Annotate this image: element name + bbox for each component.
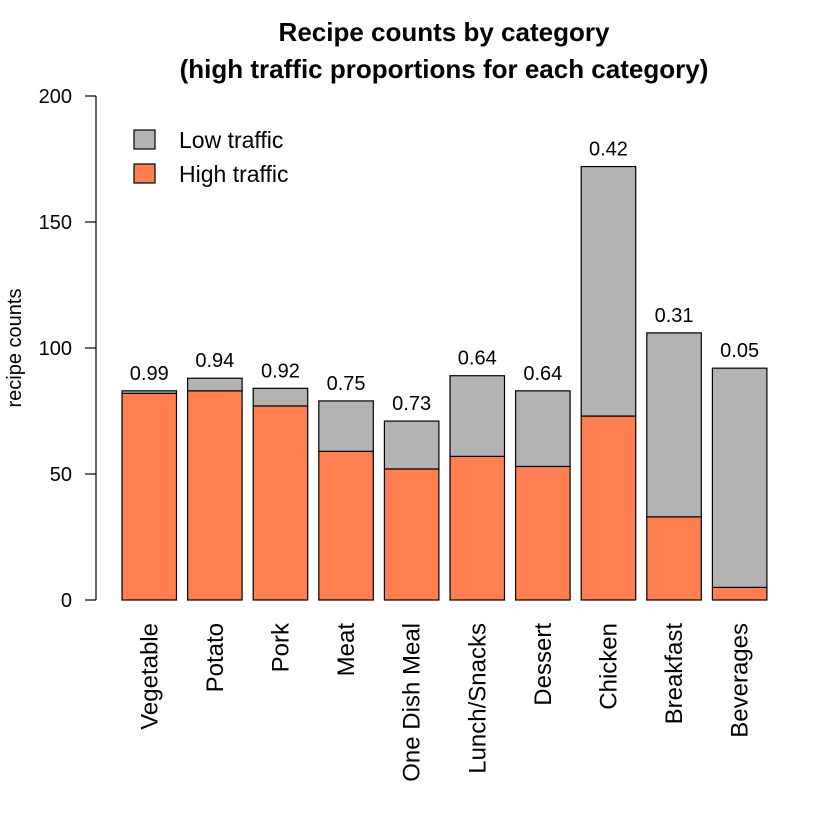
- bars-group: [121, 165, 768, 601]
- bar-proportion-label: 0.64: [458, 348, 497, 370]
- category-label: Chicken: [595, 623, 622, 710]
- category-label: One Dish Meal: [399, 623, 426, 782]
- bar-segment-low-traffic: [514, 390, 571, 468]
- bar-proportion-label: 0.94: [195, 350, 234, 372]
- bar-segment-high-traffic: [121, 392, 178, 601]
- bar-segment-low-traffic: [252, 387, 309, 407]
- category-label: Potato: [202, 623, 229, 692]
- bar-proportion-label: 0.99: [130, 363, 169, 385]
- bar-proportion-label: 0.75: [327, 373, 366, 395]
- bar-proportion-label: 0.64: [523, 363, 562, 385]
- bar-segment-low-traffic: [711, 367, 768, 589]
- category-label: Dessert: [530, 623, 557, 706]
- bar-segment-high-traffic: [646, 516, 702, 601]
- bar-labels-group: 0.99 0.94 0.92 0.75 0.73 0.64 0.64 0.42 0.31 0.05: [130, 139, 759, 416]
- category-labels-group: Vegetable Potato Pork Meat One Dish Meal Lunc…: [136, 622, 753, 782]
- bar-segment-low-traffic: [383, 420, 440, 470]
- bar-proportion-label: 0.92: [261, 360, 300, 382]
- bar-proportion-label: 0.73: [392, 393, 431, 415]
- category-label: Pork: [267, 622, 294, 672]
- bar-segment-high-traffic: [580, 415, 637, 601]
- category-label: Lunch/Snacks: [464, 623, 491, 774]
- y-tick-label: 0: [61, 590, 72, 612]
- chart-title-line-1: Recipe counts by category: [279, 17, 610, 47]
- bar-proportion-label: 0.31: [655, 305, 694, 327]
- y-tick-label: 100: [39, 338, 72, 360]
- y-tick-label: 50: [50, 464, 72, 486]
- bar-proportion-label: 0.05: [720, 340, 759, 362]
- legend-label: Low traffic: [179, 127, 283, 153]
- bar-segment-low-traffic: [121, 390, 178, 394]
- y-tick-label: 150: [39, 212, 72, 234]
- legend-swatch: [133, 129, 156, 150]
- y-axis: 0 50 100 150 200: [39, 86, 97, 612]
- category-label: Vegetable: [136, 623, 163, 730]
- bar-segment-high-traffic: [318, 450, 374, 601]
- bar-segment-low-traffic: [449, 375, 506, 457]
- bar-segment-high-traffic: [514, 465, 571, 601]
- bar-segment-low-traffic: [646, 332, 702, 518]
- bar-proportion-label: 0.42: [589, 139, 628, 161]
- y-tick-label: 200: [39, 86, 72, 108]
- bar-segment-low-traffic: [187, 377, 243, 392]
- bar-segment-high-traffic: [449, 455, 506, 601]
- chart-title-line-2: (high traffic proportions for each categ…: [180, 54, 709, 84]
- y-axis-label: recipe counts: [4, 289, 26, 408]
- bar-segment-low-traffic: [318, 400, 374, 452]
- legend-swatch: [133, 163, 156, 184]
- bar-segment-low-traffic: [580, 165, 637, 417]
- bar-segment-high-traffic: [187, 390, 243, 601]
- bar-segment-high-traffic: [383, 468, 440, 601]
- category-label: Breakfast: [661, 623, 688, 725]
- category-label: Beverages: [727, 623, 754, 738]
- category-label: Meat: [333, 623, 360, 677]
- bar-segment-high-traffic: [711, 586, 768, 601]
- legend: Low traffic High traffic: [133, 127, 289, 187]
- bar-segment-high-traffic: [252, 405, 309, 601]
- legend-label: High traffic: [179, 161, 289, 187]
